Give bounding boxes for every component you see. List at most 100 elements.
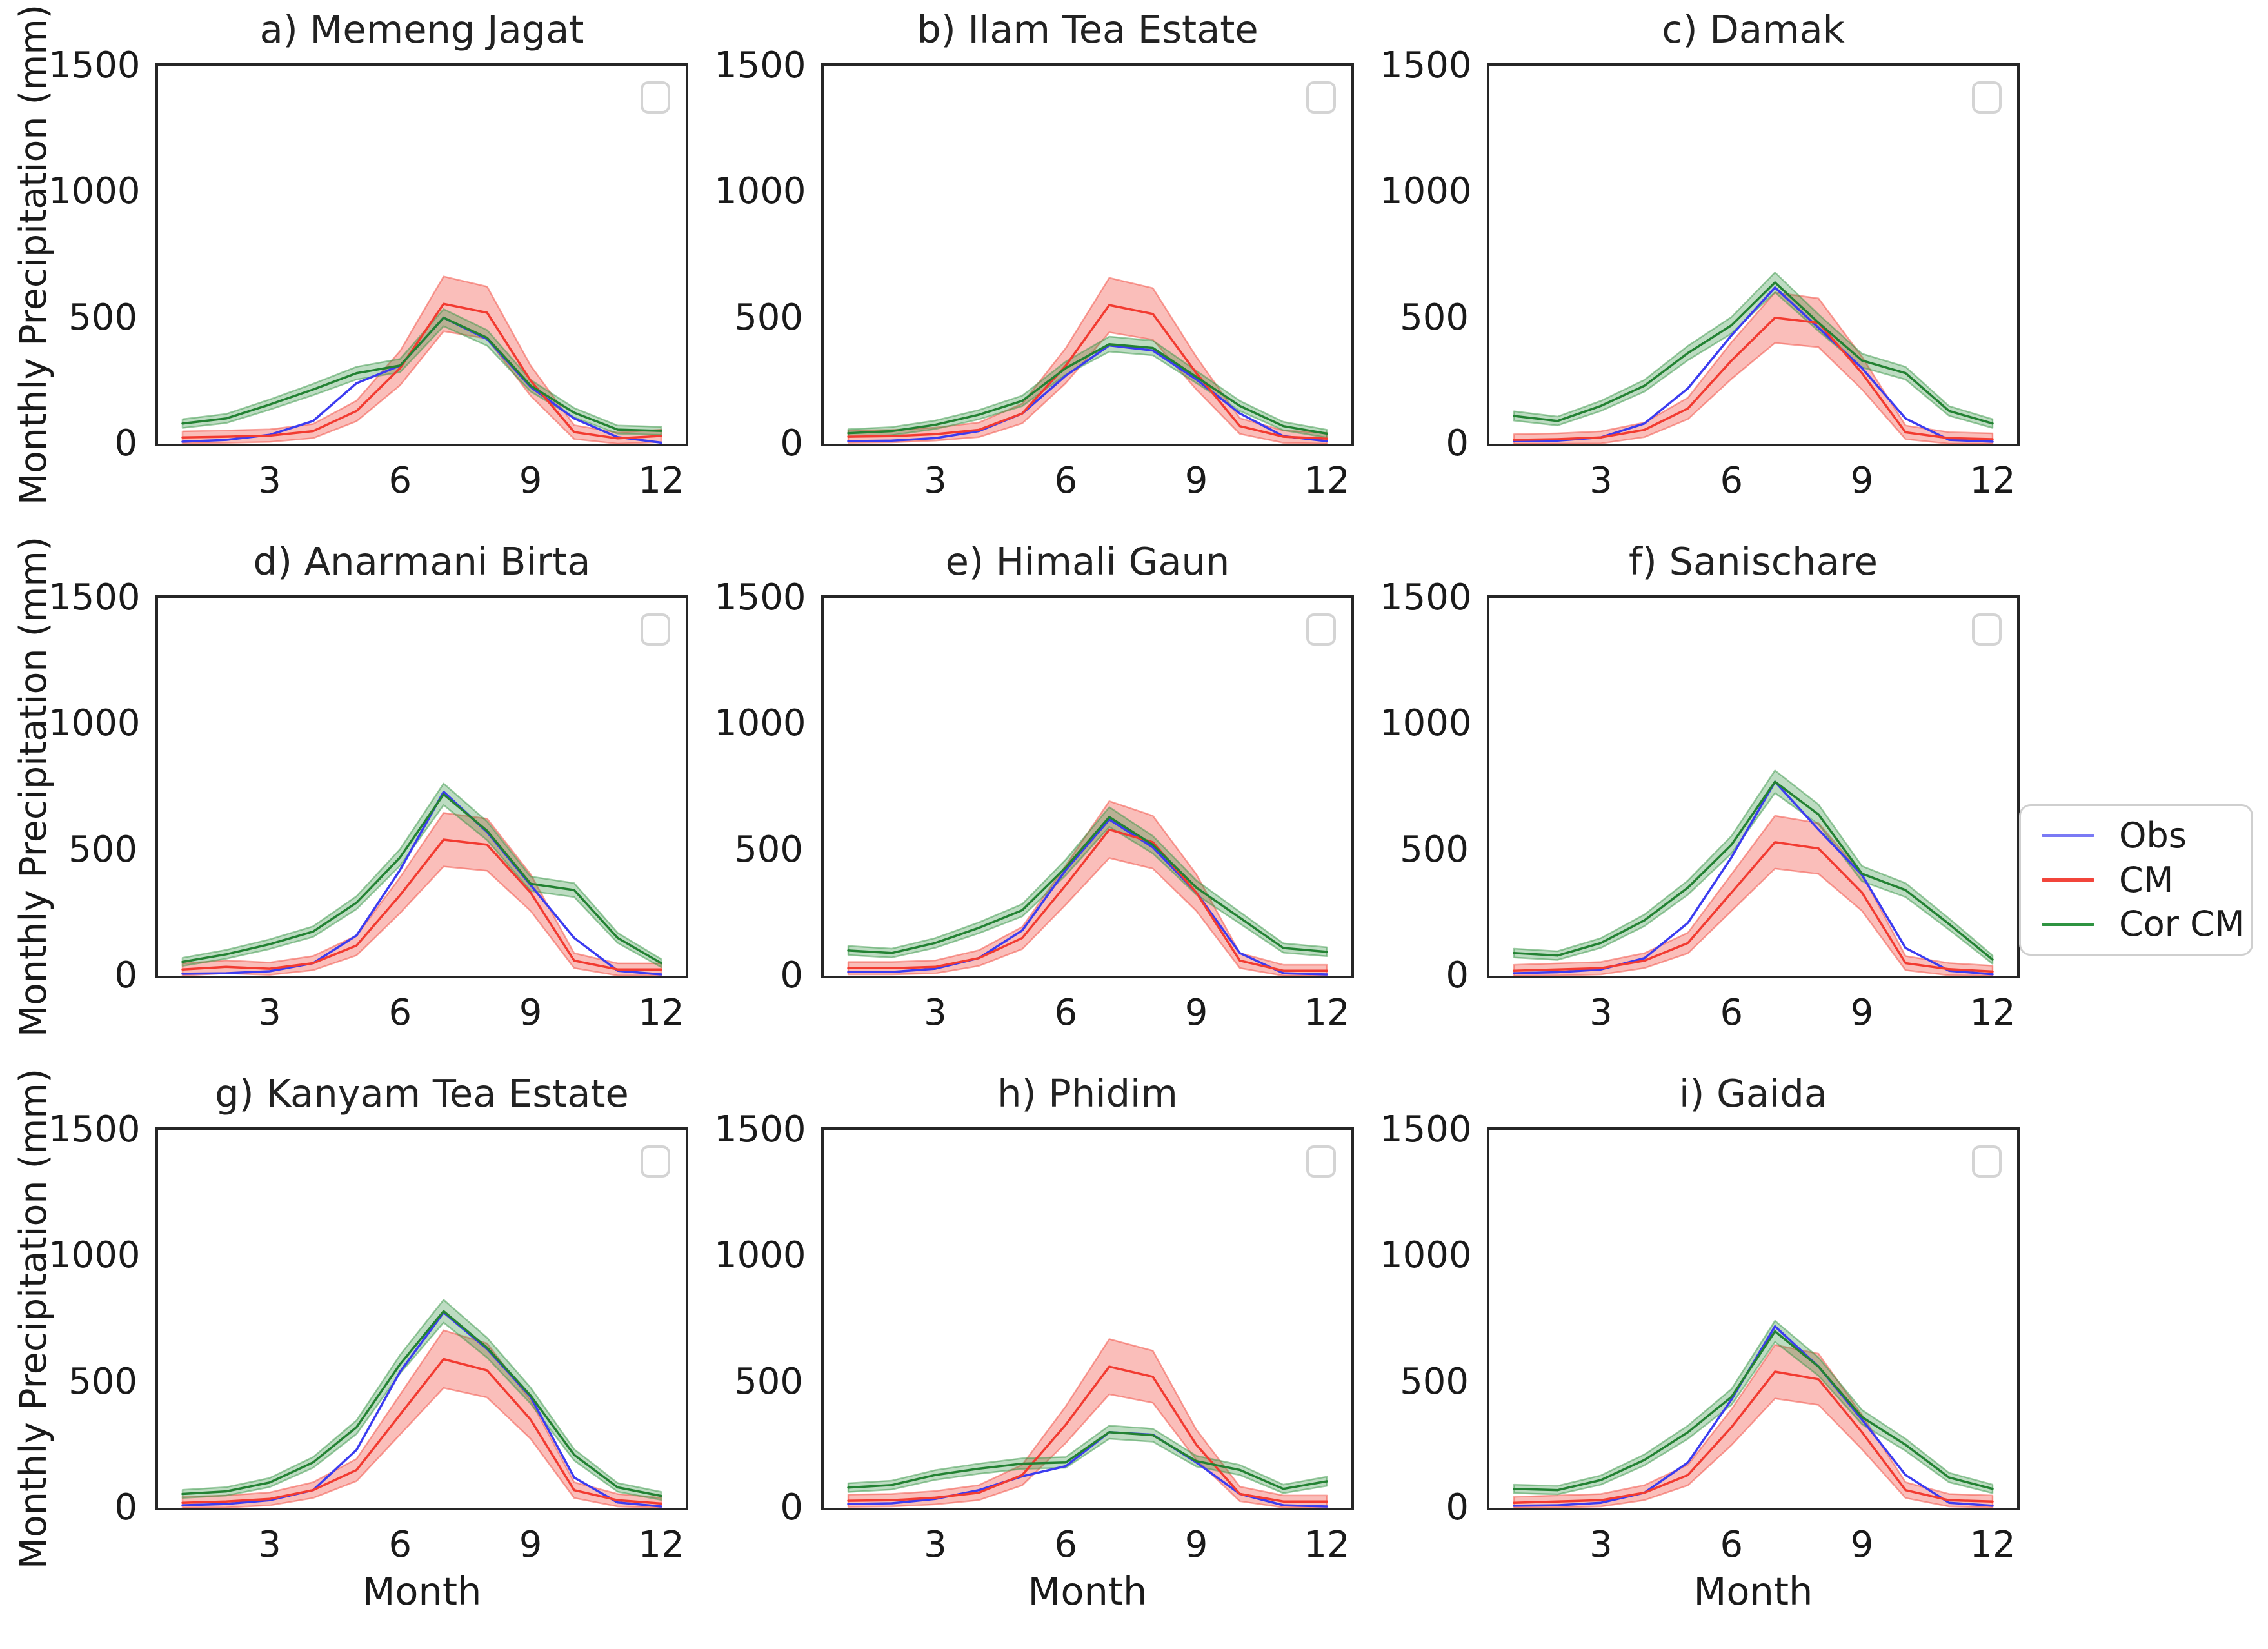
y-tick-label: 1500	[48, 1109, 141, 1150]
empty-legend-placeholder-box	[1306, 81, 1336, 114]
y-tick-label: 1500	[48, 44, 141, 86]
subplot: b) Ilam Tea Estate 0 500 1000 1500 3 6 9 12	[714, 5, 1385, 585]
x-tick-label: 6	[1054, 992, 1078, 1034]
x-tick-label: 12	[1304, 1524, 1350, 1566]
y-tick-label: 1000	[1380, 702, 1472, 745]
subplot: d) Anarmani Birta 0 500 1000 1500 3 6 9 12	[48, 537, 719, 1117]
y-tick-label: 1000	[48, 1234, 141, 1277]
legend-label: Obs	[2119, 815, 2187, 856]
x-tick-label: 12	[1969, 460, 2016, 502]
subplot-title: e) Himali Gaun	[945, 539, 1230, 584]
y-tick-label: 0	[1446, 422, 1469, 464]
y-tick-label: 500	[68, 828, 137, 871]
x-tick-label: 12	[1969, 992, 2016, 1034]
x-tick-label: 6	[1720, 1524, 1744, 1566]
obs-line	[847, 818, 1328, 976]
x-tick-label: 9	[1184, 1524, 1208, 1566]
y-tick-label: 500	[68, 1360, 137, 1403]
plot-area	[1487, 595, 2020, 978]
chart-canvas	[1513, 272, 1994, 444]
obs-line	[181, 1311, 662, 1508]
y-tick-label: 1500	[1380, 44, 1472, 86]
cm-band	[847, 800, 1328, 976]
cm-line	[181, 1358, 662, 1505]
y-tick-label: 0	[780, 1486, 803, 1528]
x-tick-label: 12	[638, 992, 684, 1034]
chart-canvas	[847, 1338, 1328, 1508]
subplot: i) Gaida 0 500 1000 1500 3 6 9 12 Month	[1380, 1069, 2051, 1649]
x-tick-label: 9	[519, 992, 542, 1034]
cm-band	[181, 1329, 662, 1508]
x-tick-label: 9	[1850, 1524, 1874, 1566]
cm-line	[847, 1365, 1328, 1503]
y-tick-label: 1500	[714, 44, 806, 86]
x-tick-label: 12	[1304, 992, 1350, 1034]
subplot: f) Sanischare 0 500 1000 1500 3 6 9 12	[1380, 537, 2051, 1117]
x-axis-label: Month	[1028, 1569, 1148, 1614]
cor-cm-line	[1513, 1330, 1994, 1492]
cm-line	[1513, 1370, 1994, 1504]
legend-item: Cor CM	[2021, 905, 2251, 943]
legend-label: CM	[2119, 859, 2174, 900]
legend-line-swatch	[2042, 922, 2094, 926]
x-axis-label: Month	[1693, 1569, 1813, 1614]
plot-area	[155, 63, 688, 446]
x-tick-label: 6	[388, 992, 412, 1034]
x-tick-label: 12	[638, 1524, 684, 1566]
x-tick-label: 6	[1054, 460, 1078, 502]
cor-cm-line	[1513, 780, 1994, 961]
subplot-title: b) Ilam Tea Estate	[917, 7, 1258, 52]
cor-cm-line	[847, 342, 1328, 435]
x-tick-label: 3	[258, 460, 281, 502]
y-tick-label: 1000	[48, 170, 141, 213]
x-tick-label: 9	[519, 460, 542, 502]
cor-cm-line	[181, 1310, 662, 1497]
plot-area	[821, 1127, 1354, 1510]
y-tick-label: 0	[780, 954, 803, 996]
empty-legend-placeholder-box	[1972, 613, 2002, 646]
legend: Obs CM Cor CM	[2019, 804, 2253, 956]
subplot-title: g) Kanyam Tea Estate	[215, 1071, 629, 1116]
cm-line	[1513, 841, 1994, 973]
plot-area	[155, 1127, 688, 1510]
y-tick-label: 500	[734, 828, 803, 871]
cm-band	[1513, 291, 1994, 444]
chart-canvas	[181, 782, 662, 976]
x-tick-label: 3	[1589, 992, 1613, 1034]
empty-legend-placeholder-box	[641, 613, 670, 646]
y-tick-label: 500	[68, 296, 137, 339]
obs-line	[1513, 780, 1994, 976]
plot-area	[1487, 1127, 2020, 1510]
y-tick-label: 1500	[1380, 1109, 1472, 1150]
empty-legend-placeholder-box	[1306, 613, 1336, 646]
cm-line	[1513, 316, 1994, 441]
y-tick-label: 0	[780, 422, 803, 464]
cm-line	[847, 304, 1328, 440]
subplot-title: d) Anarmani Birta	[253, 539, 591, 584]
cor-cm-line	[1513, 281, 1994, 425]
chart-canvas	[181, 275, 662, 444]
y-tick-label: 1500	[48, 577, 141, 618]
figure: Monthly Precipitation (mm) Monthly Preci…	[12, 4, 2253, 1614]
y-tick-label: 1000	[48, 702, 141, 745]
subplot: g) Kanyam Tea Estate 0 500 1000 1500 3 6 9 12 Mo…	[48, 1069, 719, 1649]
plot-area	[821, 63, 1354, 446]
empty-legend-placeholder-box	[1972, 81, 2002, 114]
x-tick-label: 9	[519, 1524, 542, 1566]
cor-cm-line	[847, 816, 1328, 954]
x-tick-label: 12	[1304, 460, 1350, 502]
cm-line	[181, 302, 662, 440]
legend-item: Obs	[2021, 815, 2251, 856]
plot-area	[155, 595, 688, 978]
y-tick-label: 500	[1400, 296, 1469, 339]
x-tick-label: 3	[1589, 460, 1613, 502]
legend-label: Cor CM	[2119, 903, 2245, 945]
chart-canvas	[847, 277, 1328, 444]
y-tick-label: 1500	[714, 1109, 806, 1150]
obs-line	[1513, 286, 1994, 443]
empty-legend-placeholder-box	[1972, 1145, 2002, 1178]
subplot-title: a) Memeng Jagat	[259, 7, 584, 52]
x-tick-label: 9	[1850, 992, 1874, 1034]
plot-area	[1487, 63, 2020, 446]
y-tick-label: 0	[1446, 1486, 1469, 1528]
